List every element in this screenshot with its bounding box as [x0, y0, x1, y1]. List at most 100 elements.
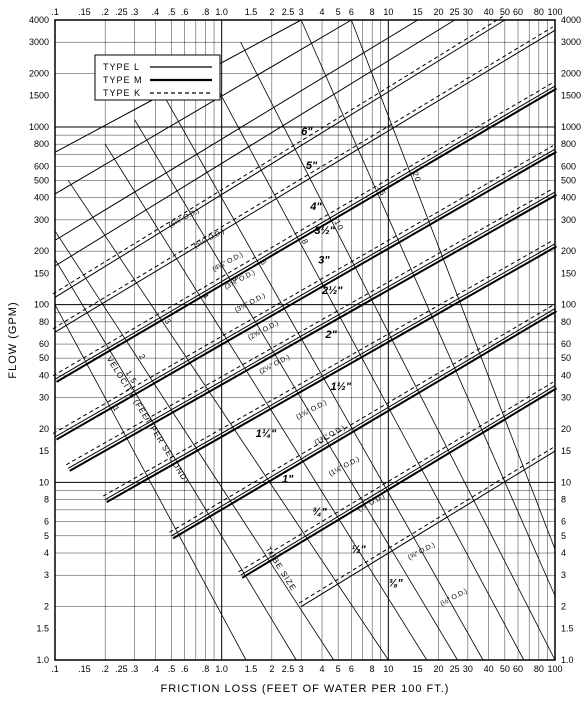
- y-tick-right: 3000: [561, 37, 581, 47]
- x-tick: .25: [115, 664, 128, 674]
- y-tick-right: 500: [561, 175, 576, 185]
- x-tick: 3: [299, 664, 304, 674]
- y-tick: 100: [34, 300, 49, 310]
- y-tick-right: 150: [561, 268, 576, 278]
- y-tick: 150: [34, 268, 49, 278]
- y-tick: 30: [39, 393, 49, 403]
- x-tick: 1.5: [245, 664, 258, 674]
- x-tick: 6: [349, 664, 354, 674]
- x-tick-top: .2: [101, 7, 109, 17]
- x-tick-top: .25: [115, 7, 128, 17]
- y-tick-right: 1.0: [561, 655, 574, 665]
- y-tick-right: 4000: [561, 15, 581, 25]
- x-tick-top: 40: [484, 7, 494, 17]
- x-tick-top: 60: [513, 7, 523, 17]
- y-tick-right: 50: [561, 353, 571, 363]
- y-tick: 800: [34, 139, 49, 149]
- x-tick-top: 3: [299, 7, 304, 17]
- x-tick-top: 50: [500, 7, 510, 17]
- x-tick: .3: [131, 664, 139, 674]
- y-tick-right: 4: [561, 548, 566, 558]
- x-tick: 100: [547, 664, 562, 674]
- y-tick-right: 600: [561, 161, 576, 171]
- pipe-size-label: ¾": [312, 507, 327, 519]
- y-tick-right: 3: [561, 570, 566, 580]
- x-tick-top: 1.0: [215, 7, 228, 17]
- x-axis-label: FRICTION LOSS (FEET OF WATER PER 100 FT.…: [161, 683, 450, 695]
- y-tick: 1500: [29, 91, 49, 101]
- y-tick-right: 200: [561, 246, 576, 256]
- x-tick-top: 2.5: [282, 7, 295, 17]
- x-tick-top: 20: [433, 7, 443, 17]
- y-tick: 2000: [29, 68, 49, 78]
- y-tick: 400: [34, 193, 49, 203]
- y-tick: 6: [44, 517, 49, 527]
- y-tick: 60: [39, 339, 49, 349]
- x-tick: .2: [101, 664, 109, 674]
- y-tick: 20: [39, 424, 49, 434]
- y-tick: 1.0: [36, 655, 49, 665]
- x-tick-top: 30: [463, 7, 473, 17]
- x-tick-top: .8: [202, 7, 210, 17]
- y-tick-right: 2000: [561, 68, 581, 78]
- x-tick: 8: [370, 664, 375, 674]
- y-tick-right: 10: [561, 477, 571, 487]
- y-tick: 5: [44, 531, 49, 541]
- y-tick-right: 30: [561, 393, 571, 403]
- pipe-size-label: 6": [301, 126, 313, 138]
- x-tick: .8: [202, 664, 210, 674]
- y-tick-right: 40: [561, 370, 571, 380]
- pipe-size-label: 2½": [321, 285, 343, 297]
- x-tick: 4: [320, 664, 325, 674]
- legend-label: TYPE K: [103, 88, 141, 98]
- x-tick: 50: [500, 664, 510, 674]
- y-tick: 80: [39, 317, 49, 327]
- y-tick-right: 80: [561, 317, 571, 327]
- pipe-size-label: 5": [306, 160, 318, 172]
- x-tick-top: .4: [152, 7, 160, 17]
- y-tick: 2: [44, 602, 49, 612]
- y-tick: 3: [44, 570, 49, 580]
- pipe-size-label: 3½": [314, 225, 335, 237]
- x-tick: 5: [336, 664, 341, 674]
- x-tick-top: 15: [413, 7, 423, 17]
- x-tick: 30: [463, 664, 473, 674]
- y-tick: 8: [44, 495, 49, 505]
- x-tick: 25: [450, 664, 460, 674]
- y-tick-right: 60: [561, 339, 571, 349]
- y-tick-right: 1500: [561, 91, 581, 101]
- y-tick: 600: [34, 161, 49, 171]
- y-tick: 300: [34, 215, 49, 225]
- y-tick: 200: [34, 246, 49, 256]
- x-tick: 2: [269, 664, 274, 674]
- x-tick: 20: [433, 664, 443, 674]
- y-tick-right: 400: [561, 193, 576, 203]
- x-tick-top: 2: [269, 7, 274, 17]
- y-tick: 1.5: [36, 624, 49, 634]
- x-tick: .1: [51, 664, 59, 674]
- x-tick-top: 25: [450, 7, 460, 17]
- x-tick: 60: [513, 664, 523, 674]
- y-tick-right: 300: [561, 215, 576, 225]
- x-tick: 2.5: [282, 664, 295, 674]
- x-tick-top: .1: [51, 7, 59, 17]
- y-tick-right: 800: [561, 139, 576, 149]
- x-tick: 15: [413, 664, 423, 674]
- y-tick-right: 5: [561, 531, 566, 541]
- friction-loss-chart: .1.1.15.15.2.2.25.25.3.3.4.4.5.5.6.6.8.8…: [0, 0, 585, 711]
- legend-label: TYPE L: [103, 62, 140, 72]
- y-tick: 4000: [29, 15, 49, 25]
- x-tick-top: 5: [336, 7, 341, 17]
- y-tick-right: 20: [561, 424, 571, 434]
- x-tick-top: .15: [78, 7, 91, 17]
- x-tick-top: 80: [534, 7, 544, 17]
- y-tick-right: 100: [561, 300, 576, 310]
- x-tick: 10: [383, 664, 393, 674]
- x-tick: .15: [78, 664, 91, 674]
- pipe-size-label: 2": [325, 329, 338, 341]
- y-tick: 4: [44, 548, 49, 558]
- x-tick-top: 4: [320, 7, 325, 17]
- y-tick: 40: [39, 370, 49, 380]
- legend-label: TYPE M: [103, 75, 143, 85]
- pipe-size-label: 1½": [331, 381, 352, 393]
